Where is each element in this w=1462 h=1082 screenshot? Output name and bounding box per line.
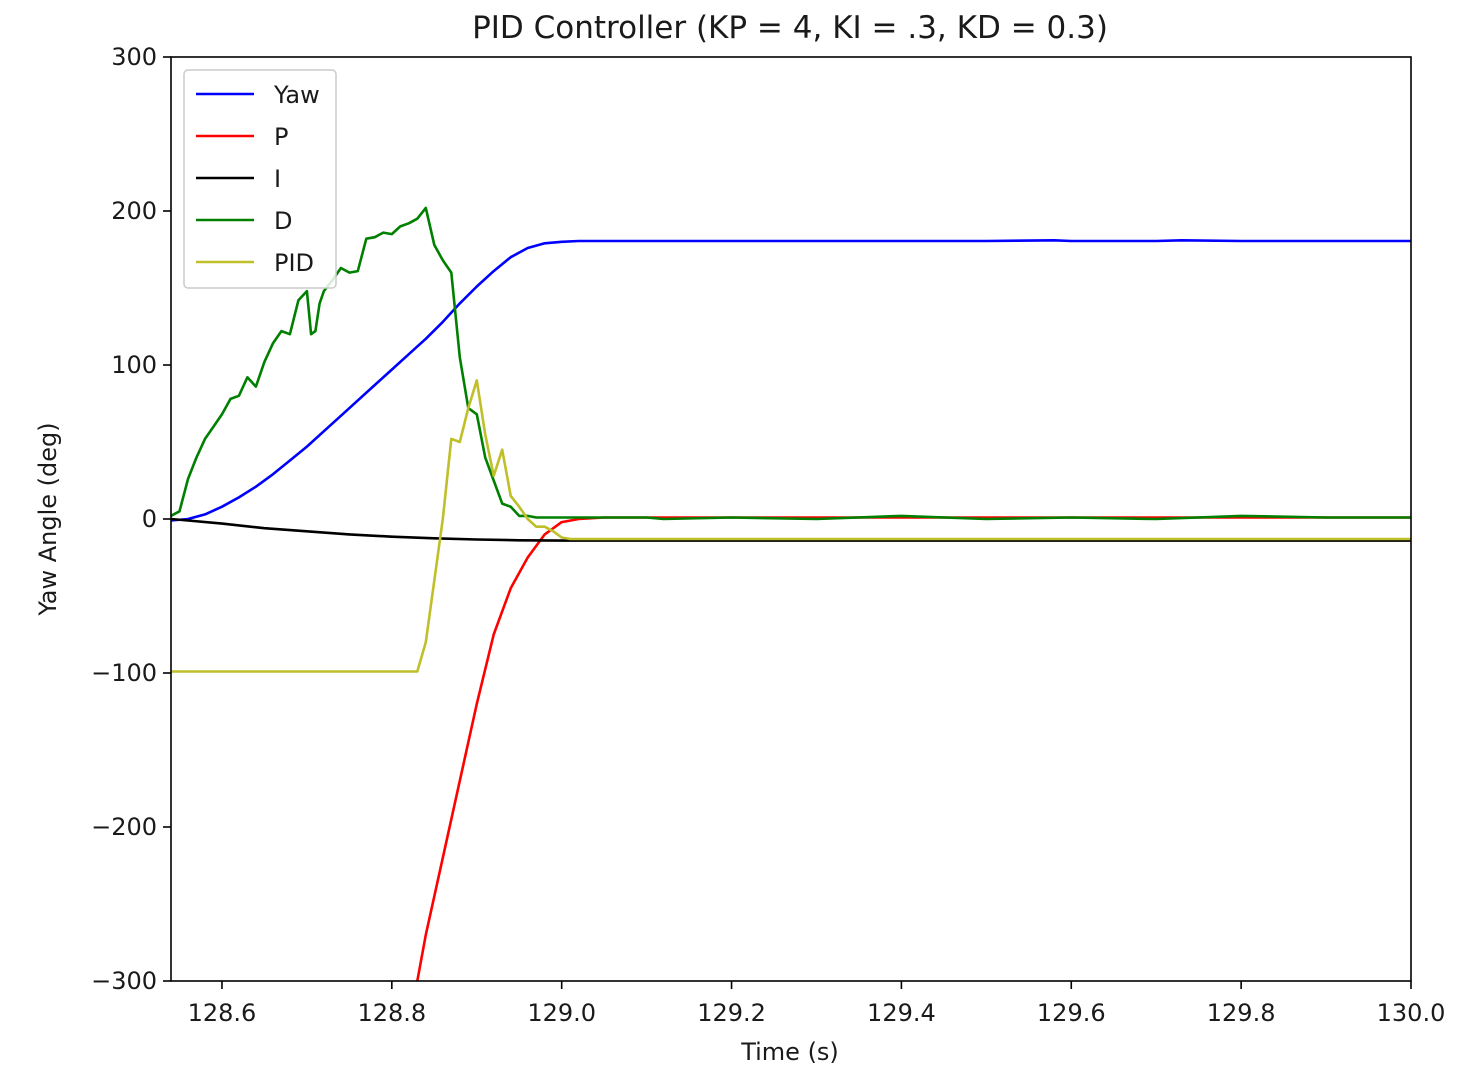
chart-title: PID Controller (KP = 4, KI = .3, KD = 0.… — [472, 10, 1108, 46]
x-tick-label: 129.2 — [697, 999, 766, 1027]
x-tick-label: 129.0 — [527, 999, 596, 1027]
x-axis-ticks: 128.6 128.8 129.0 129.2 129.4 129.6 129.8 130.0 — [188, 981, 1446, 1027]
legend: Yaw PID PID — [183, 69, 337, 289]
legend-frame — [183, 69, 337, 289]
y-tick-label: −200 — [91, 813, 157, 841]
series-line-i — [171, 517, 1411, 542]
y-tick-label: −100 — [91, 659, 157, 687]
series-line-yaw — [171, 239, 1411, 522]
x-tick-label: 128.6 — [188, 999, 257, 1027]
x-tick-label: 129.4 — [867, 999, 936, 1027]
legend-label-yaw: Yaw — [273, 81, 320, 109]
x-tick-label: 129.6 — [1037, 999, 1106, 1027]
series-line-d — [171, 206, 1411, 521]
series-layer — [171, 206, 1411, 981]
legend-label-p: P — [274, 123, 288, 151]
y-axis-label: Yaw Angle (deg) — [34, 422, 62, 616]
series-line-pid — [171, 379, 1411, 673]
x-axis-label: Time (s) — [740, 1038, 839, 1066]
x-tick-label: 129.8 — [1207, 999, 1276, 1027]
y-tick-label: 200 — [111, 197, 157, 225]
y-axis-ticks: 300 200 100 0 −100 −200 −300 — [91, 43, 171, 995]
legend-label-pid: PID — [274, 249, 314, 277]
x-tick-label: 128.8 — [357, 999, 426, 1027]
x-tick-label: 130.0 — [1377, 999, 1446, 1027]
legend-label-i: I — [274, 165, 281, 193]
y-tick-label: −300 — [91, 967, 157, 995]
y-tick-label: 100 — [111, 351, 157, 379]
legend-label-d: D — [274, 207, 292, 235]
y-tick-label: 0 — [142, 505, 157, 533]
y-tick-label: 300 — [111, 43, 157, 71]
plot-area — [170, 56, 1412, 982]
